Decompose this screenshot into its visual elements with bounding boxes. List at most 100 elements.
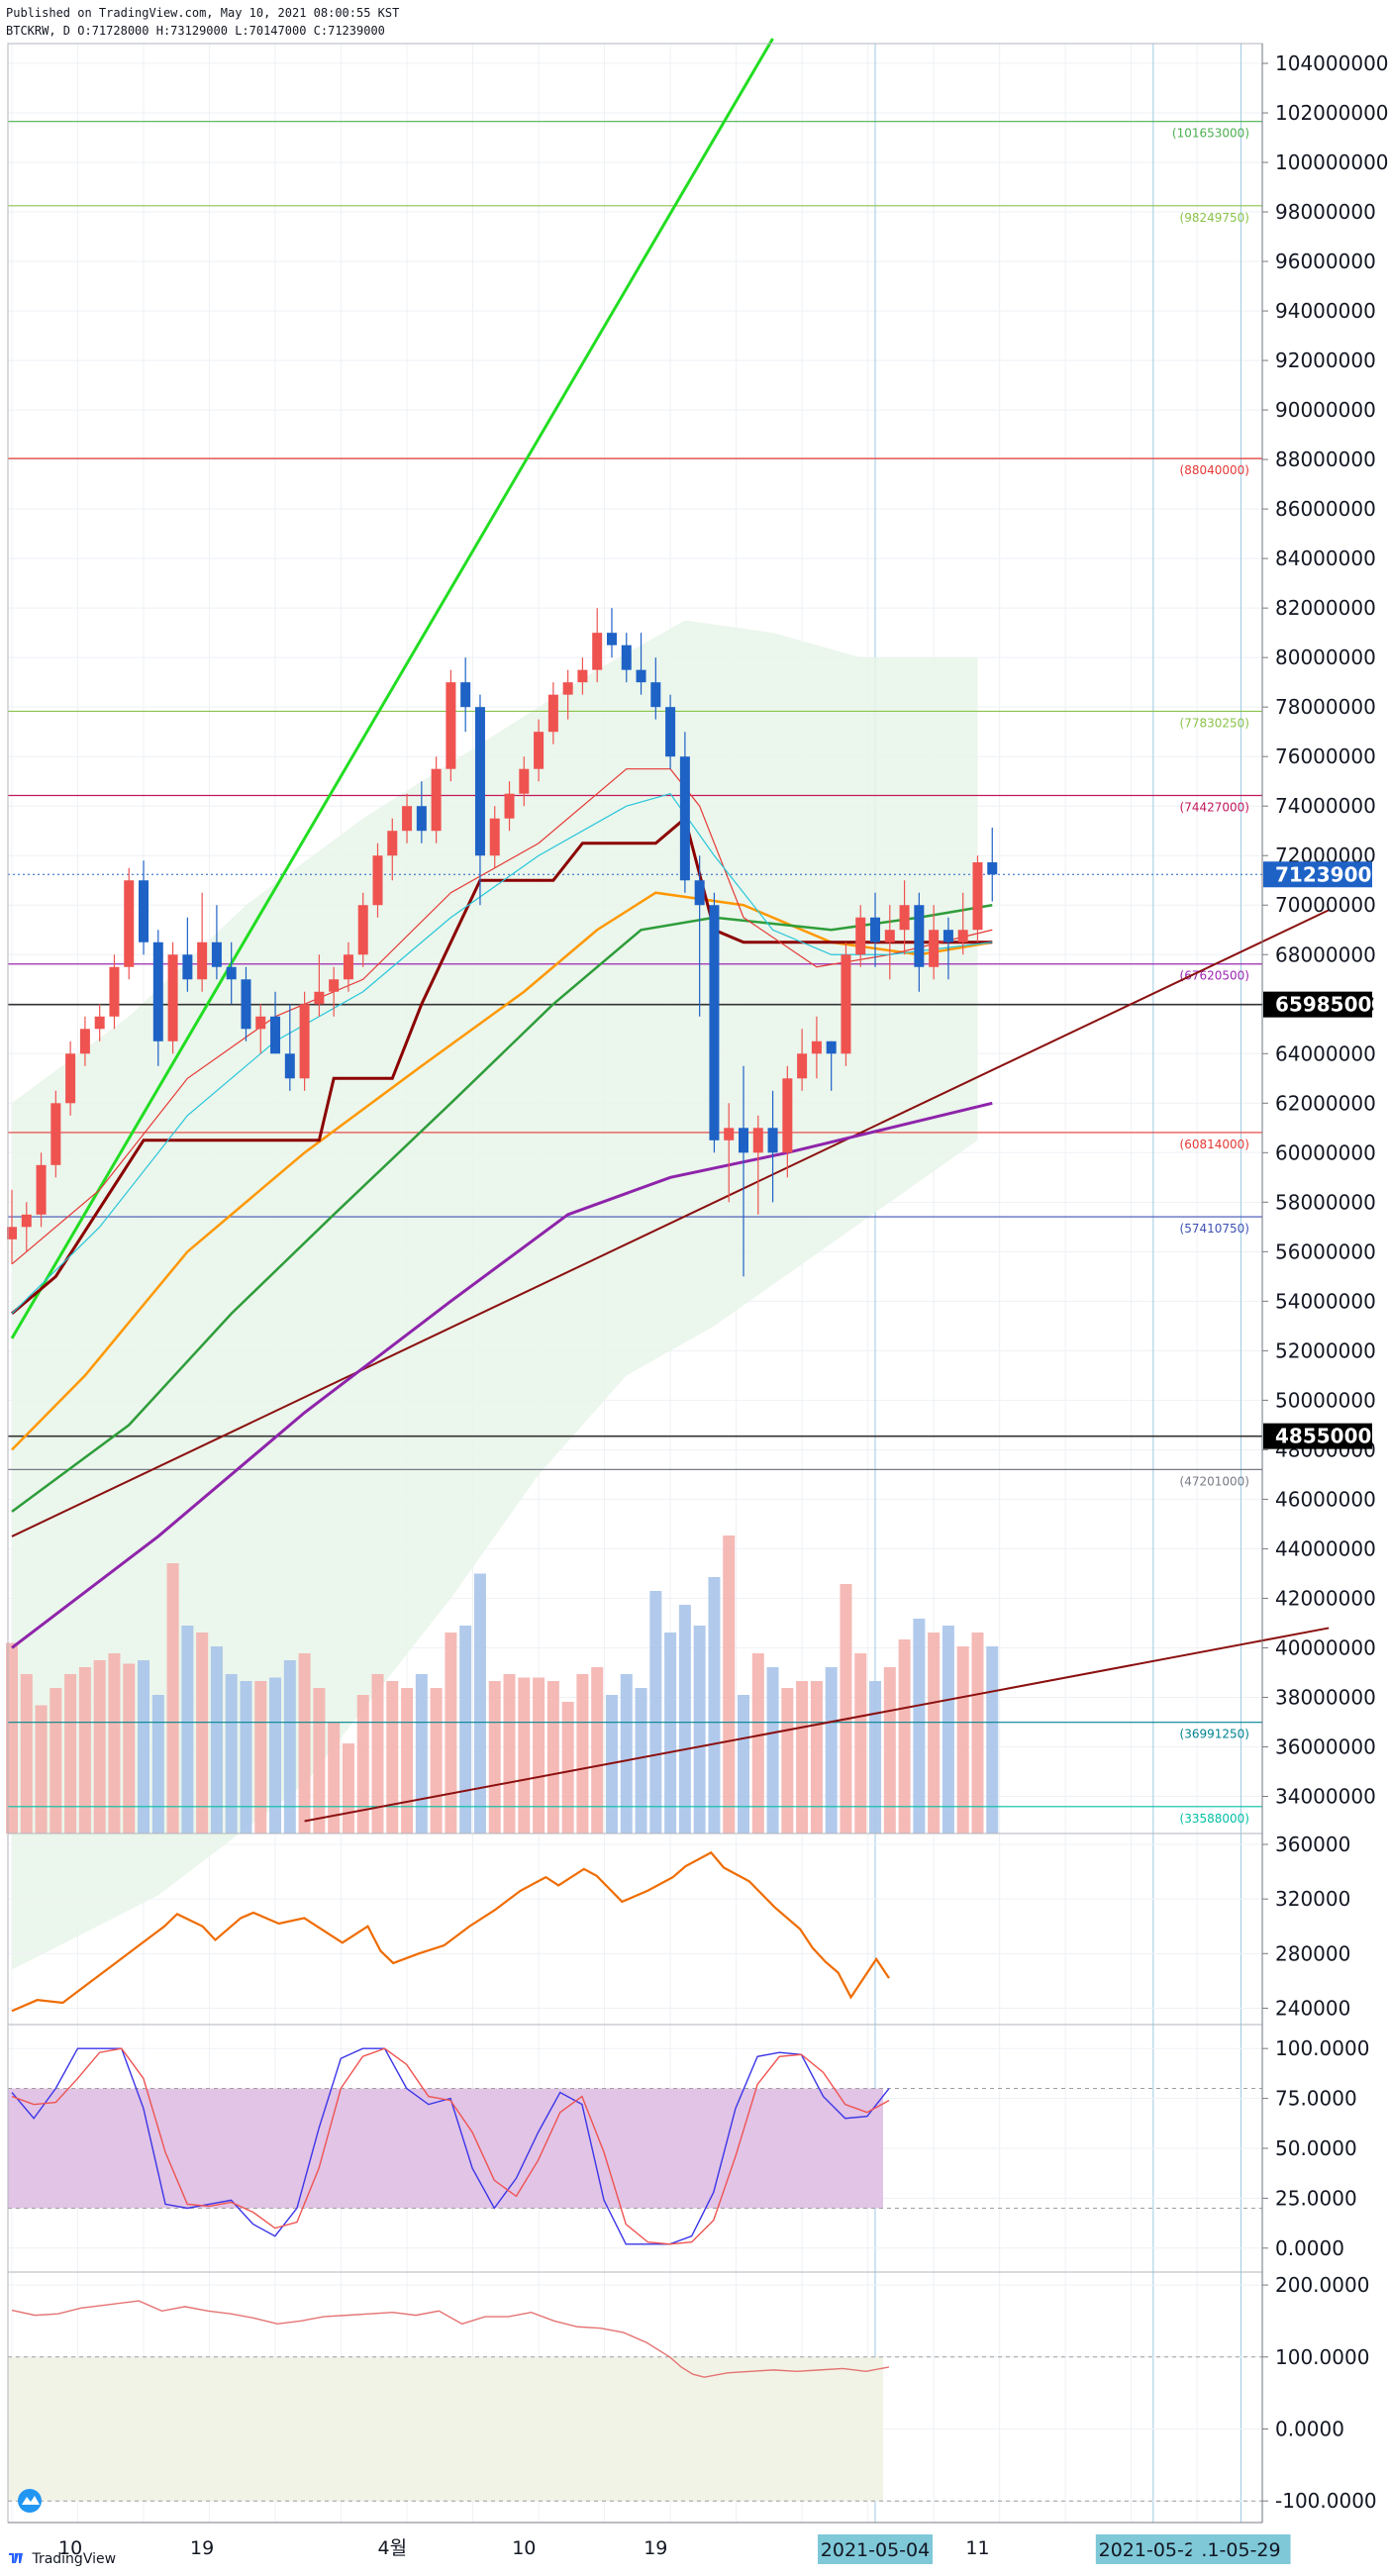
ind-band xyxy=(8,2356,883,2502)
volume-bar xyxy=(664,1633,677,1833)
candle xyxy=(547,682,558,744)
candle xyxy=(65,1040,76,1116)
price-badge-label: 71239000 xyxy=(1275,862,1385,886)
candle xyxy=(211,905,222,980)
level-label: (77830250) xyxy=(1180,716,1249,730)
candle-body xyxy=(665,707,676,757)
price-tick-label: 50000000 xyxy=(1275,1388,1376,1412)
volume-bar xyxy=(751,1653,764,1833)
candle xyxy=(665,694,676,769)
level-label: (101653000) xyxy=(1172,127,1249,141)
candle-body xyxy=(782,1078,793,1153)
candle xyxy=(562,669,573,720)
candle-body xyxy=(650,682,661,708)
volume-bar xyxy=(825,1667,838,1833)
volume-bar xyxy=(196,1633,209,1833)
candle xyxy=(884,905,895,980)
candle-body xyxy=(767,1128,778,1153)
candle-body xyxy=(942,930,953,942)
volume-bar xyxy=(123,1663,136,1833)
volume-bar xyxy=(591,1667,604,1833)
volume-bar xyxy=(151,1695,164,1833)
candle xyxy=(782,1065,793,1178)
volume-bar xyxy=(883,1667,896,1833)
candle-body xyxy=(562,682,573,695)
price-tick-label: 82000000 xyxy=(1275,596,1376,620)
time-tick-label: 19 xyxy=(644,2537,667,2559)
price-axis[interactable]: 104000000 102000000 100000000 98000000 96000… xyxy=(1262,51,1388,1808)
candle xyxy=(431,756,442,843)
volume-bars xyxy=(6,1536,999,1833)
volume-bar xyxy=(898,1639,911,1833)
candle-body xyxy=(416,806,427,832)
candle xyxy=(255,1004,266,1054)
candle xyxy=(241,966,251,1041)
ind-band xyxy=(8,2088,883,2209)
candle-body xyxy=(547,694,558,733)
candle xyxy=(372,842,383,918)
candle-body xyxy=(167,954,178,1041)
price-tick-label: 78000000 xyxy=(1275,695,1376,719)
candle xyxy=(752,1115,763,1215)
candle-body xyxy=(752,1128,763,1153)
price-badges: 71239000 65985000 48550000 xyxy=(1263,861,1385,1449)
candle xyxy=(94,1004,105,1041)
volume-bar xyxy=(649,1591,662,1833)
volume-bar xyxy=(533,1677,545,1833)
ind-tick-label: 280000 xyxy=(1275,1941,1350,1965)
date-highlight-bg xyxy=(1191,2534,1291,2564)
date-highlight-bg xyxy=(1095,2534,1211,2564)
price-tick-label: 94000000 xyxy=(1275,299,1376,323)
horizontal-levels: (101653000) (98249750) (88040000) (77830250… xyxy=(8,121,1262,1826)
pane-frames xyxy=(7,43,1263,2524)
date-highlight-badge: 2021-05-23 xyxy=(1095,2534,1211,2564)
candle-body xyxy=(739,1128,748,1153)
volume-bar xyxy=(635,1688,647,1833)
level-label: (88040000) xyxy=(1180,463,1249,477)
price-tick-label: 44000000 xyxy=(1275,1536,1376,1560)
ind-tick-label: 100.0000 xyxy=(1275,2345,1369,2369)
level-label: (98249750) xyxy=(1180,211,1249,225)
candle-body xyxy=(460,682,471,708)
candle-body xyxy=(489,818,500,856)
time-axis[interactable]: 10 19 4월 10 19 11 2021-05-04 2021-05-23.1-05-29 xyxy=(8,2522,1291,2564)
candle-body xyxy=(841,954,851,1054)
volume-bar xyxy=(971,1633,984,1833)
candle xyxy=(36,1152,47,1228)
candle-body xyxy=(914,905,925,967)
candle xyxy=(942,917,953,980)
ind-tick-label: 25.0000 xyxy=(1275,2186,1357,2210)
candle xyxy=(7,1189,17,1264)
price-badge-label: 48550000 xyxy=(1275,1425,1385,1448)
tradingview-brand[interactable]: TradingView xyxy=(8,2550,116,2568)
price-tick-label: 56000000 xyxy=(1275,1239,1376,1263)
price-tick-label: 100000000 xyxy=(1275,150,1388,174)
ma-purple-line xyxy=(11,1101,993,1649)
candle xyxy=(357,892,368,967)
candle-body xyxy=(357,905,368,955)
candle xyxy=(284,1004,295,1091)
candle xyxy=(577,657,588,695)
candle-body xyxy=(929,930,940,967)
candle xyxy=(679,732,690,893)
chart-header: Published on TradingView.com, May 10, 20… xyxy=(6,4,399,40)
price-tick-label: 36000000 xyxy=(1275,1734,1376,1758)
candle xyxy=(987,827,998,902)
candle-body xyxy=(94,1016,105,1030)
level-label: (47201000) xyxy=(1180,1474,1249,1488)
candle xyxy=(343,941,353,992)
volume-bar xyxy=(561,1702,574,1833)
candle xyxy=(270,991,281,1054)
candle xyxy=(197,892,208,992)
candle-body xyxy=(446,682,456,769)
volume-bar xyxy=(810,1681,823,1833)
candle-body xyxy=(79,1029,90,1054)
candle-body xyxy=(987,862,998,875)
date-highlight-badge: .1-05-29 xyxy=(1191,2534,1291,2564)
volume-bar xyxy=(138,1660,150,1833)
volume-bar xyxy=(723,1536,736,1833)
candle xyxy=(489,806,500,868)
price-badge: 48550000 xyxy=(1263,1423,1385,1449)
candle-body xyxy=(592,633,603,670)
